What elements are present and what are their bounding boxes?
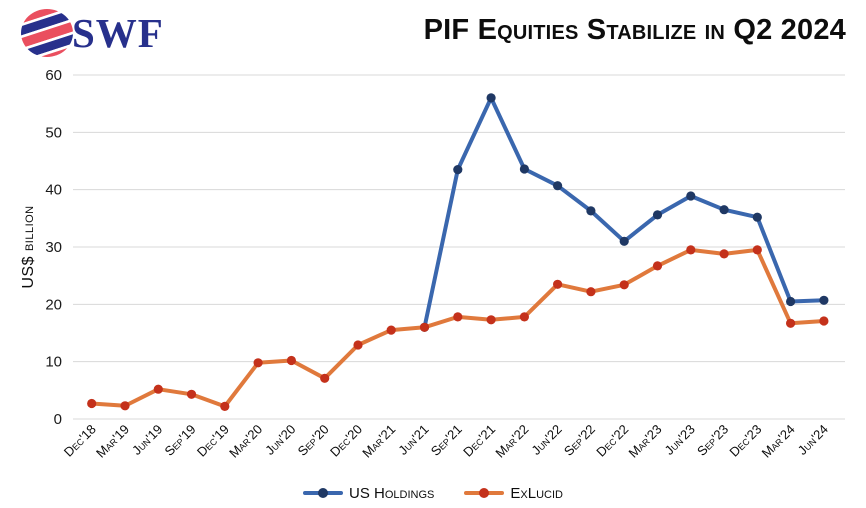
x-axis-tick-label: Mar'21: [359, 422, 398, 461]
x-axis-tick-label: Mar'23: [626, 422, 665, 461]
data-point-marker: [586, 206, 596, 216]
data-point-marker: [153, 384, 163, 394]
y-axis-tick-label: 60: [45, 67, 62, 84]
x-axis-tick-label: Sep'19: [161, 422, 198, 459]
data-point-marker: [652, 210, 663, 220]
chart-legend: US Holdings ExLucid: [0, 481, 866, 505]
x-axis-tick-label: Dec'22: [593, 422, 631, 460]
x-axis-tick-label: Mar'22: [492, 422, 531, 461]
y-axis-tick-label: 20: [45, 296, 62, 313]
x-axis-tick-label: Dec'19: [194, 422, 232, 460]
data-point-marker: [553, 279, 563, 289]
legend-swatch-us-holdings: [303, 488, 344, 498]
swf-logo: SWF: [20, 6, 164, 60]
x-axis-tick-label: Jun'22: [528, 422, 564, 458]
data-point-marker: [586, 287, 596, 297]
x-axis-tick-label: Mar'19: [93, 422, 132, 461]
x-axis-tick-label: Sep'21: [428, 422, 465, 459]
y-axis-tick-label: 50: [45, 124, 62, 141]
series-line: [89, 247, 826, 409]
data-point-marker: [519, 312, 530, 322]
marker-dot-icon: [318, 488, 329, 498]
data-point-marker: [120, 401, 130, 411]
data-point-marker: [786, 296, 796, 307]
x-axis-tick-label: Mar'20: [226, 422, 265, 461]
x-axis-tick-label: Jun'21: [395, 422, 431, 458]
data-point-marker: [253, 358, 263, 368]
data-point-marker: [652, 261, 663, 271]
data-point-marker: [353, 340, 363, 350]
y-axis-title: US$ billion: [20, 205, 37, 288]
data-point-marker: [386, 325, 396, 335]
y-axis-tick-label: 30: [45, 239, 62, 256]
data-point-marker: [220, 401, 230, 411]
data-point-marker: [486, 315, 496, 325]
header: SWF PIF Equities Stabilize in Q2 2024: [0, 0, 866, 66]
x-axis-tick-label: Jun'19: [129, 422, 165, 458]
data-point-marker: [619, 236, 629, 246]
data-point-marker: [819, 295, 829, 305]
data-point-marker: [453, 165, 463, 175]
x-axis-tick-label: Dec'18: [61, 422, 99, 460]
data-point-marker: [519, 164, 530, 174]
globe-icon: [21, 9, 73, 57]
y-axis-tick-label: 10: [45, 354, 62, 371]
data-point-marker: [719, 249, 729, 259]
data-point-marker: [419, 322, 430, 332]
legend-label: ExLucid: [510, 484, 563, 502]
legend-label: US Holdings: [349, 484, 435, 502]
data-point-marker: [686, 191, 696, 201]
x-axis-tick-label: Jun'24: [795, 422, 831, 458]
x-axis-tick-label: Dec'20: [327, 422, 365, 460]
x-axis-tick-label: Sep'23: [694, 422, 731, 459]
data-point-marker: [553, 181, 563, 191]
data-point-marker: [286, 355, 296, 366]
data-point-marker: [453, 312, 463, 322]
data-point-marker: [619, 280, 629, 290]
data-point-marker: [87, 398, 97, 409]
data-point-marker: [819, 316, 829, 326]
data-point-marker: [486, 93, 496, 103]
x-axis-tick-label: Dec'21: [460, 422, 498, 460]
x-axis-tick-label: Jun'20: [262, 422, 298, 458]
x-axis-tick-label: Dec'23: [726, 422, 764, 460]
legend-swatch-exlucid: [464, 488, 505, 498]
marker-dot-icon: [479, 488, 490, 498]
data-point-marker: [752, 212, 762, 222]
x-axis-tick-label: Sep'20: [295, 422, 332, 459]
x-axis-tick-label: Jun'23: [662, 422, 698, 458]
y-axis-tick-label: 40: [45, 182, 62, 199]
logo-text: SWF: [72, 9, 164, 56]
data-point-marker: [320, 373, 330, 383]
chart-title: PIF Equities Stabilize in Q2 2024: [423, 14, 846, 46]
data-point-marker: [786, 318, 796, 328]
y-axis-tick-label: 0: [54, 411, 62, 428]
data-point-marker: [186, 389, 197, 399]
data-point-marker: [686, 245, 696, 255]
legend-item-exlucid: ExLucid: [464, 485, 563, 502]
x-axis-tick-label: Sep'22: [561, 422, 598, 459]
legend-item-us-holdings: US Holdings: [303, 485, 434, 502]
x-axis-tick-label: Mar'24: [759, 422, 798, 461]
data-point-marker: [752, 245, 762, 255]
data-point-marker: [719, 205, 729, 215]
